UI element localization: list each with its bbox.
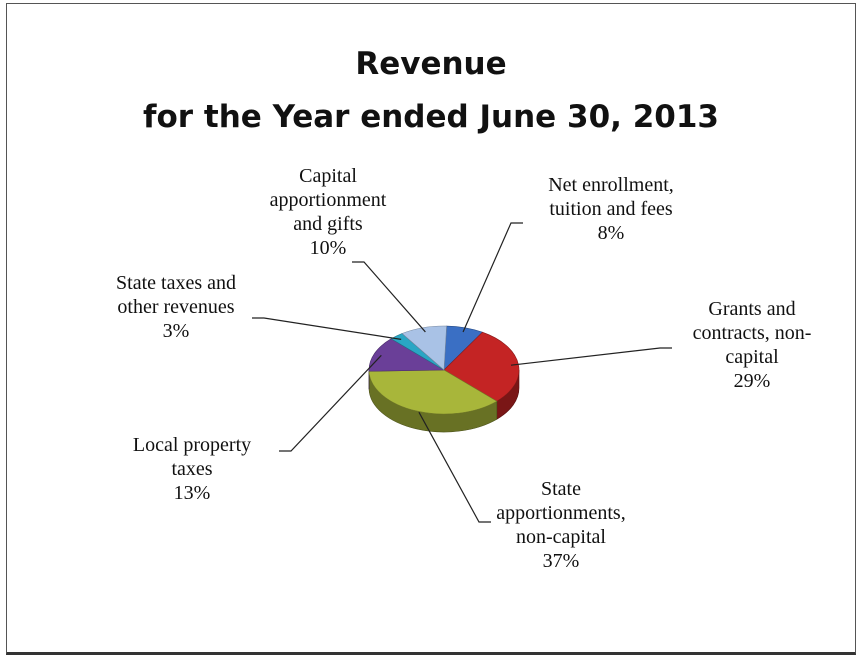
slice-label-line: capital <box>725 346 779 368</box>
pie-slice-5 <box>401 325 447 371</box>
leader-line-1 <box>510 347 672 366</box>
slice-label-line: apportionment <box>270 189 387 211</box>
slice-label-line: non-capital <box>516 526 606 548</box>
leader-line-3 <box>279 354 382 452</box>
slice-label-line: Capital <box>299 165 357 187</box>
pie-slice-2 <box>368 369 498 415</box>
leader-line-4 <box>252 317 402 340</box>
slice-label-line: Net enrollment, <box>548 174 674 196</box>
slice-label-line: taxes <box>171 458 212 480</box>
slice-label-line: 29% <box>734 370 771 392</box>
slice-label-2: State apportionments, non-capital 37% <box>496 478 625 572</box>
slice-label-line: 10% <box>310 237 347 259</box>
leader-line-0 <box>462 222 523 333</box>
slice-label-line: contracts, non- <box>693 322 812 344</box>
slice-label-line: State taxes and <box>116 272 236 294</box>
slice-label-5: Capital apportionment and gifts 10% <box>270 165 387 259</box>
slice-label-0: Net enrollment, tuition and fees 8% <box>548 174 674 244</box>
slice-label-line: State <box>541 478 581 500</box>
slice-label-line: apportionments, <box>496 502 625 524</box>
slice-label-line: tuition and fees <box>549 198 673 220</box>
slice-label-4: State taxes and other revenues 3% <box>116 272 236 342</box>
leader-line-5 <box>352 261 426 333</box>
slice-label-1: Grants and contracts, non-capital 29% <box>693 298 812 392</box>
pie-slice-3 <box>368 338 446 372</box>
slice-label-3: Local property taxes 13% <box>133 434 251 504</box>
chart-frame: Revenue for the Year ended June 30, 2013 <box>6 3 856 655</box>
leader-line-2 <box>418 411 491 523</box>
chart-title-line2: for the Year ended June 30, 2013 <box>143 99 719 135</box>
slice-label-line: 3% <box>163 320 190 342</box>
slice-label-line: Local property <box>133 434 251 456</box>
slice-label-line: 8% <box>598 222 625 244</box>
slice-label-line: and gifts <box>293 213 363 235</box>
slice-label-line: Grants and <box>708 298 795 320</box>
chart-title-line1: Revenue <box>355 46 507 82</box>
slice-label-line: other revenues <box>117 296 234 318</box>
slice-label-line: 13% <box>174 482 211 504</box>
slice-label-line: 37% <box>543 550 580 572</box>
